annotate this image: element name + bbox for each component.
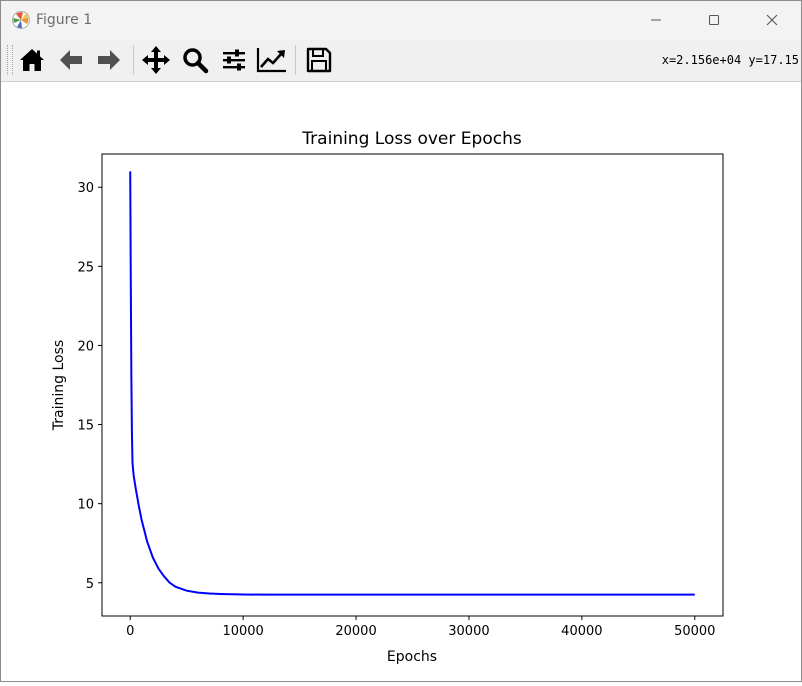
arrow-left-icon (60, 50, 82, 70)
close-button[interactable] (743, 1, 801, 39)
forward-button[interactable] (92, 43, 126, 77)
toolbar-separator (133, 45, 134, 75)
back-button[interactable] (54, 43, 88, 77)
minimize-button[interactable] (627, 1, 685, 39)
move-icon (142, 46, 170, 74)
x-tick-label: 50000 (674, 624, 715, 639)
y-tick-label: 20 (77, 339, 94, 354)
axes-frame (101, 153, 724, 617)
maximize-icon (709, 15, 719, 25)
maximize-button[interactable] (685, 1, 743, 39)
y-tick-label: 30 (77, 181, 94, 196)
zoom-button[interactable] (178, 43, 212, 77)
y-axis-label: Training Loss (51, 340, 67, 431)
home-button[interactable] (15, 43, 49, 77)
line-chart[interactable]: Training Loss over Epochs 0 10000 20000 300… (1, 82, 801, 682)
toolbar-grip[interactable] (7, 45, 13, 75)
x-tick-label: 30000 (448, 624, 489, 639)
x-tick-label: 40000 (561, 624, 602, 639)
edit-axis-button[interactable] (255, 43, 289, 77)
x-tick-label: 0 (126, 624, 134, 639)
chart-title: Training Loss over Epochs (301, 129, 522, 149)
trend-chart-icon (256, 48, 286, 73)
configure-subplots-button[interactable] (217, 43, 251, 77)
minimize-icon (651, 19, 661, 21)
x-tick-label: 20000 (335, 624, 376, 639)
training-loss-line (129, 171, 695, 596)
home-icon (20, 49, 44, 71)
x-axis-label: Epochs (387, 649, 437, 665)
cursor-coordinates: x=2.156e+04 y=17.15 (661, 53, 799, 67)
y-tick-label: 15 (77, 419, 94, 434)
close-icon (766, 14, 778, 26)
toolbar-separator (295, 45, 296, 75)
navigation-toolbar: x=2.156e+04 y=17.15 (1, 39, 801, 82)
magnifier-icon (183, 48, 209, 74)
x-tick-label: 10000 (222, 624, 263, 639)
title-bar[interactable]: Figure 1 (1, 1, 801, 39)
sliders-icon (223, 49, 245, 71)
save-button[interactable] (302, 43, 336, 77)
y-tick-label: 10 (77, 498, 94, 513)
figure-canvas[interactable]: Training Loss over Epochs 0 10000 20000 300… (1, 82, 801, 682)
window-title: Figure 1 (36, 12, 93, 28)
floppy-disk-icon (306, 47, 332, 73)
arrow-right-icon (98, 50, 120, 70)
pan-button[interactable] (139, 43, 173, 77)
y-tick-label: 25 (77, 260, 94, 275)
matplotlib-icon (11, 10, 31, 30)
y-tick-label: 5 (86, 577, 94, 592)
